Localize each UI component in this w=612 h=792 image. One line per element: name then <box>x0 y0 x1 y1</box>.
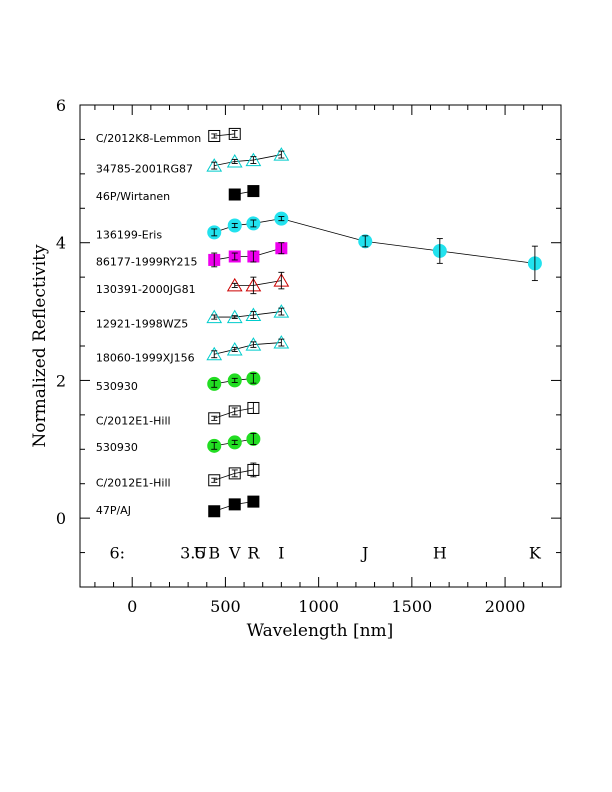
series-name-label: 86177-1999RY215 <box>96 255 198 268</box>
x-tick-label: 1000 <box>298 597 339 616</box>
series-name-label: 18060-1999XJ156 <box>96 352 195 365</box>
data-point-square <box>228 467 241 480</box>
data-point-triangle <box>245 152 262 167</box>
band-label: V <box>228 544 241 563</box>
series-line <box>214 342 282 355</box>
series-group <box>207 371 261 391</box>
data-point-triangle <box>273 335 290 349</box>
series-name-label: 34785-2001RG87 <box>96 162 193 175</box>
series-name-label: C/2012E1-Hill <box>96 476 171 489</box>
data-point-triangle <box>245 307 262 322</box>
x-tick-label: 2000 <box>485 597 526 616</box>
y-axis-label: Normalized Reflectivity <box>30 244 50 448</box>
series-line <box>234 280 282 286</box>
series-line <box>214 218 535 264</box>
plot-frame <box>79 104 562 588</box>
series-group <box>228 185 260 201</box>
series-name-label: 136199-Eris <box>96 228 162 241</box>
x-tick-label: 0 <box>127 597 137 616</box>
series-name-label: 47P/AJ <box>96 504 131 517</box>
band-label: J <box>360 544 368 563</box>
series-group <box>206 147 290 172</box>
data-point-triangle <box>273 147 290 161</box>
series-group <box>208 127 241 142</box>
y-tick-label: 6 <box>56 96 66 115</box>
x-tick-label: 500 <box>210 597 241 616</box>
series-name-label: 46P/Wirtanen <box>96 190 170 203</box>
data-point-square <box>228 188 241 201</box>
data-point-square <box>208 412 221 425</box>
series-group <box>208 401 260 425</box>
data-point-square <box>228 405 241 418</box>
series-name-label: 530930 <box>96 380 138 393</box>
series-name-label: 12921-1998WZ5 <box>96 317 188 330</box>
series-group <box>208 462 260 487</box>
series-layer <box>206 127 542 518</box>
labels-layer: 6: 3.5U B V R I J H K 47P/AJ C/2012E1-Hill 530930 C/… <box>96 132 542 563</box>
y-tick-label: 2 <box>56 371 66 390</box>
x-axis-label: Wavelength [nm] <box>247 621 394 641</box>
data-point-square <box>208 474 221 487</box>
series-group <box>206 304 290 324</box>
band-label: 3.5 <box>180 544 205 563</box>
data-point-triangle <box>245 337 262 351</box>
y-tick-label: 0 <box>56 509 66 528</box>
data-point-triangle <box>226 153 243 168</box>
data-point-triangle <box>226 341 243 356</box>
data-point-triangle <box>226 277 243 292</box>
band-label: U <box>194 544 207 563</box>
series-line <box>214 154 282 166</box>
series-line <box>214 247 282 261</box>
series-name-label: 130391-2000JG81 <box>96 283 196 296</box>
series-name-label: C/2012E1-Hill <box>96 414 171 427</box>
band-label: B <box>208 544 220 563</box>
data-point-triangle <box>206 158 223 172</box>
data-point-triangle <box>206 346 223 361</box>
series-group <box>208 242 288 268</box>
panel-label: 6: <box>109 544 125 563</box>
y-tick-label: 4 <box>56 234 66 253</box>
series-group <box>226 271 290 295</box>
ticks-layer: 0 500 1000 1500 2000 0 2 4 6 <box>56 96 562 616</box>
series-line <box>214 311 282 318</box>
data-point-square <box>228 127 241 140</box>
band-label: K <box>529 544 542 563</box>
series-group <box>208 495 260 518</box>
data-point-triangle <box>273 304 290 318</box>
band-label: I <box>278 544 284 563</box>
x-tick-label: 1500 <box>391 597 432 616</box>
series-name-label: 530930 <box>96 441 138 454</box>
data-point-triangle <box>226 309 243 324</box>
data-point-square <box>208 505 221 518</box>
series-group <box>206 335 290 361</box>
series-group <box>207 211 542 282</box>
band-label: H <box>433 544 447 563</box>
series-group <box>207 431 261 453</box>
series-name-label: C/2012K8-Lemmon <box>96 132 201 145</box>
data-point-triangle <box>206 309 223 324</box>
series-line <box>214 133 235 137</box>
band-label: R <box>247 544 260 563</box>
data-point-square <box>208 129 221 142</box>
